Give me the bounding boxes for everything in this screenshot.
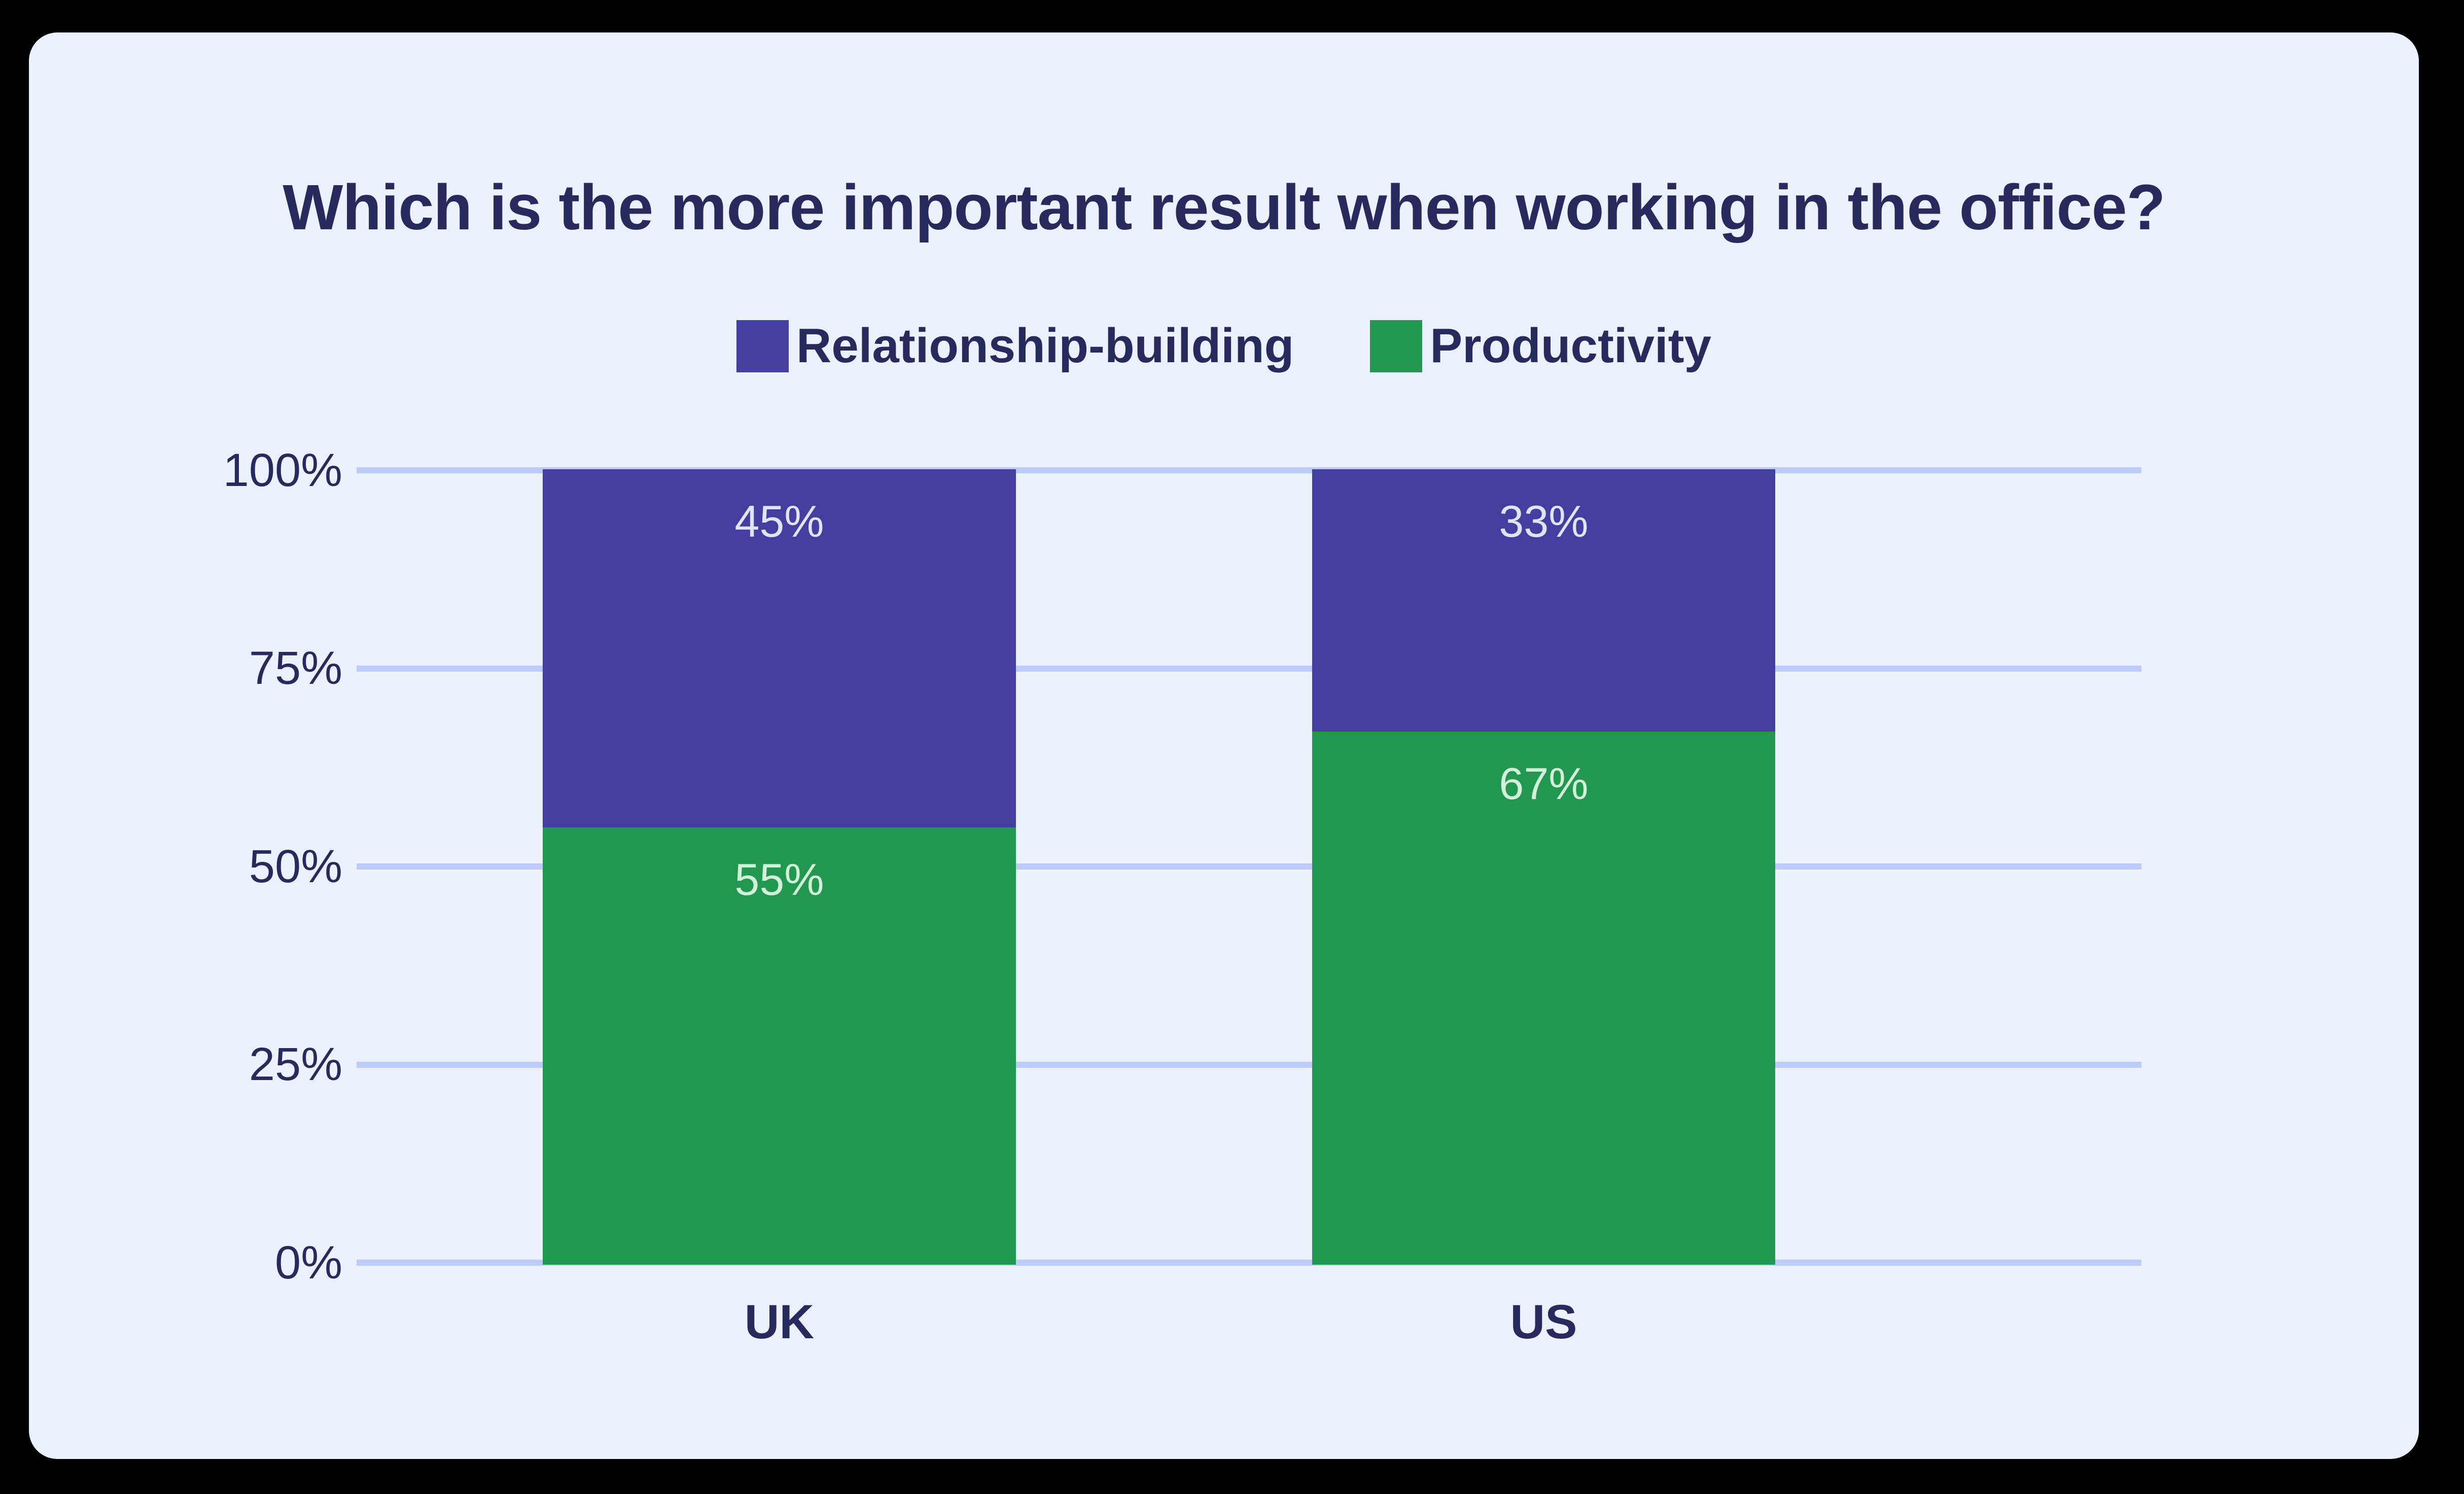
x-axis-label-us: US — [1510, 1295, 1577, 1349]
y-axis-label-100: 100% — [223, 444, 342, 496]
y-axis-label-75: 75% — [249, 642, 342, 694]
legend-swatch-relationship-icon — [736, 320, 789, 372]
legend-swatch-productivity-icon — [1370, 320, 1423, 372]
bar-us-productivity-value-label: 67% — [1499, 758, 1589, 809]
bar-us: 33% 67% — [1312, 469, 1775, 1265]
y-axis-label-50: 50% — [249, 841, 342, 892]
legend-label-productivity: Productivity — [1430, 319, 1711, 373]
bar-uk-productivity-segment: 55% — [543, 827, 1016, 1265]
bar-us-relationship-segment: 33% — [1312, 469, 1775, 732]
legend-label-relationship: Relationship-building — [796, 319, 1294, 373]
bar-uk-relationship-value-label: 45% — [734, 496, 824, 546]
bar-us-productivity-segment: 67% — [1312, 732, 1775, 1265]
bar-uk-productivity-value-label: 55% — [734, 854, 824, 905]
bar-uk-relationship-segment: 45% — [543, 469, 1016, 827]
legend-item-productivity: Productivity — [1370, 320, 1711, 372]
bar-uk: 45% 55% — [543, 469, 1016, 1265]
legend-item-relationship: Relationship-building — [736, 320, 1294, 372]
chart-card: Which is the more important result when … — [29, 32, 2419, 1459]
chart-title: Which is the more important result when … — [283, 171, 2165, 243]
x-axis-label-uk: UK — [744, 1295, 815, 1349]
y-axis-label-25: 25% — [249, 1038, 342, 1090]
bar-us-relationship-value-label: 33% — [1499, 496, 1589, 546]
y-axis-label-0: 0% — [275, 1237, 342, 1289]
legend: Relationship-building Productivity — [29, 320, 2419, 372]
